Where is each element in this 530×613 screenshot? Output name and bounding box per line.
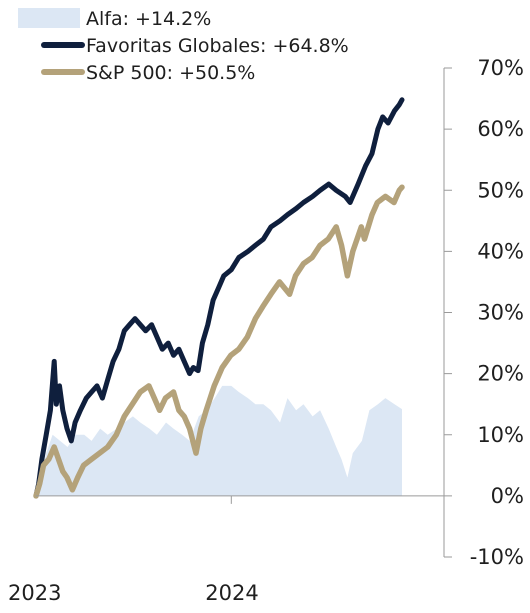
axis-layer: 2023 2024 -10% 0% 10% 20% 30% 40% 50% 60% 70% bbox=[8, 56, 524, 605]
series-line-s-p-500 bbox=[33, 184, 405, 499]
y-tick-label: 40% bbox=[477, 239, 524, 263]
legend-label: Alfa: +14.2% bbox=[86, 8, 211, 30]
legend-swatch-area bbox=[18, 8, 80, 28]
area-layer bbox=[36, 385, 402, 496]
y-tick-label: 30% bbox=[477, 301, 524, 325]
y-tick-label: 50% bbox=[477, 178, 524, 202]
y-tick-label: 20% bbox=[477, 362, 524, 386]
x-tick-label: 2023 bbox=[8, 581, 61, 605]
series-area-alfa bbox=[36, 385, 402, 496]
legend: Alfa: +14.2% Favoritas Globales: +64.8% S&… bbox=[18, 8, 349, 84]
y-tick-label: -10% bbox=[470, 545, 524, 569]
series-line-favoritas-globales bbox=[33, 97, 405, 499]
y-tick-label: 70% bbox=[477, 56, 524, 80]
x-tick-label: 2024 bbox=[205, 581, 258, 605]
y-tick-label: 60% bbox=[477, 117, 524, 141]
y-tick-label: 0% bbox=[491, 484, 524, 508]
y-tick-label: 10% bbox=[477, 423, 524, 447]
legend-label: Favoritas Globales: +64.8% bbox=[86, 35, 349, 57]
legend-label: S&P 500: +50.5% bbox=[86, 62, 255, 84]
line-layer bbox=[33, 97, 405, 499]
